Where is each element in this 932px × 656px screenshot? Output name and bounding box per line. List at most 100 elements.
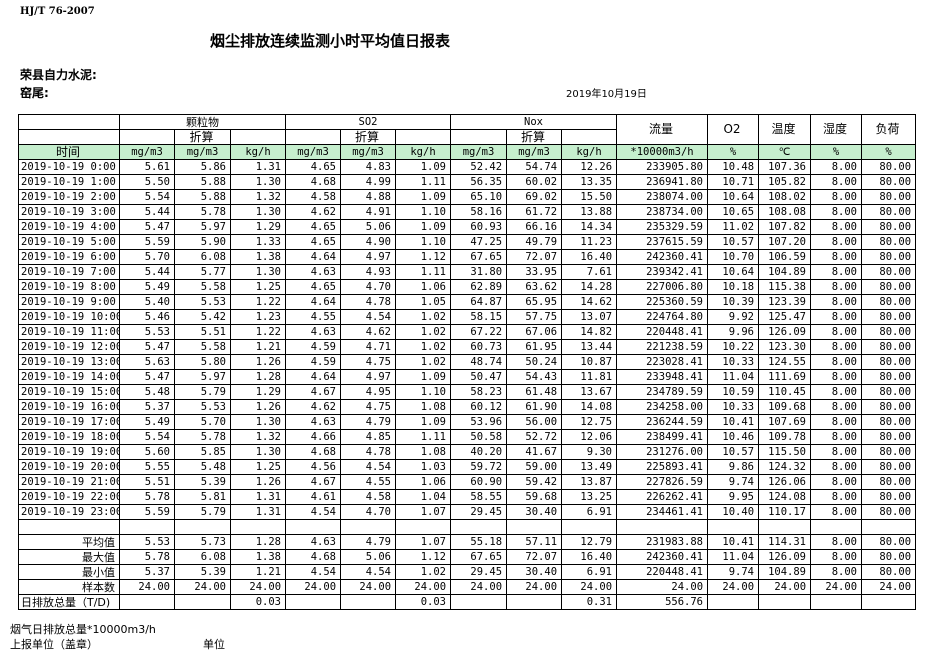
table-row: 2019-10-19 20:00 5.55 5.48 1.25 4.56 4.54 1.03…	[18, 459, 917, 475]
value-cell: 52.72	[506, 429, 563, 445]
value-cell: 12.75	[561, 414, 618, 430]
value-cell: 5.39	[174, 564, 231, 580]
value-cell: 4.65	[285, 219, 342, 235]
value-cell: 24.00	[340, 579, 397, 595]
value-cell: 24.00	[506, 579, 563, 595]
value-cell: 1.10	[395, 384, 452, 400]
value-cell: 1.07	[395, 504, 452, 520]
value-cell: 4.70	[340, 504, 397, 520]
value-cell: 14.82	[561, 324, 618, 340]
value-cell: 10.46	[707, 429, 760, 445]
value-cell: 126.06	[758, 474, 812, 490]
table-row: 2019-10-19 21:00 5.51 5.39 1.26 4.67 4.55 1.06…	[18, 474, 917, 490]
table-row: 2019-10-19 19:00 5.60 5.85 1.30 4.68 4.78 1.08…	[18, 444, 917, 460]
value-cell: 1.09	[395, 219, 452, 235]
value-cell: 10.59	[707, 384, 760, 400]
value-cell	[174, 594, 231, 610]
value-cell: 30.40	[506, 564, 563, 580]
value-cell: 60.12	[450, 399, 508, 415]
value-cell: 67.22	[450, 324, 508, 340]
value-cell: 24.00	[810, 579, 863, 595]
value-cell: 4.75	[340, 354, 397, 370]
table-row: 2019-10-19 2:00 5.54 5.88 1.32 4.58 4.88 1.09 6…	[18, 189, 917, 205]
value-cell: 10.71	[707, 174, 760, 190]
value-cell: 59.72	[450, 459, 508, 475]
value-cell: 10.18	[707, 279, 760, 295]
value-cell: 106.59	[758, 249, 812, 265]
value-cell: 8.00	[810, 174, 863, 190]
value-cell: 5.49	[119, 279, 175, 295]
value-cell: 4.68	[285, 444, 342, 460]
value-cell: 221238.59	[616, 339, 709, 355]
unit-cell: kg/h	[229, 144, 287, 160]
value-cell: 4.62	[285, 204, 342, 220]
value-cell: 61.72	[506, 204, 563, 220]
value-cell: 227006.80	[616, 279, 709, 295]
header-blank	[561, 129, 618, 145]
value-cell: 80.00	[861, 279, 917, 295]
value-cell: 5.46	[119, 309, 175, 325]
header-blank	[119, 129, 175, 145]
value-cell: 8.00	[810, 504, 863, 520]
value-cell: 11.23	[561, 234, 618, 250]
value-cell: 8.00	[810, 564, 863, 580]
value-cell: 1.04	[395, 489, 452, 505]
value-cell: 11.04	[707, 549, 760, 565]
header-blank	[229, 129, 287, 145]
value-cell: 5.37	[119, 399, 175, 415]
summary-row-label: 平均值	[18, 534, 120, 550]
daily-total-row: 日排放总量（T/D) 0.03 0.03 0.31 556.76	[18, 594, 917, 610]
unit-cell: mg/m3	[506, 144, 563, 160]
table-row-label: 2019-10-19 21:00	[18, 474, 120, 490]
header-time: 时间	[18, 144, 120, 160]
value-cell: 237615.59	[616, 234, 709, 250]
table-row: 2019-10-19 7:00 5.44 5.77 1.30 4.63 4.93 1.11 3…	[18, 264, 917, 280]
table-row-label: 2019-10-19 12:00	[18, 339, 120, 355]
value-cell: 4.79	[340, 534, 397, 550]
value-cell: 111.69	[758, 369, 812, 385]
value-cell: 52.42	[450, 159, 508, 175]
value-cell: 109.68	[758, 399, 812, 415]
value-cell: 126.09	[758, 549, 812, 565]
value-cell	[506, 594, 563, 610]
table-row-label: 2019-10-19 18:00	[18, 429, 120, 445]
value-cell: 105.82	[758, 174, 812, 190]
value-cell: 5.48	[119, 384, 175, 400]
value-cell: 236244.59	[616, 414, 709, 430]
value-cell: 58.23	[450, 384, 508, 400]
value-cell: 126.09	[758, 324, 812, 340]
value-cell: 24.00	[119, 579, 175, 595]
value-cell: 61.90	[506, 399, 563, 415]
unit-cell: %	[861, 144, 917, 160]
value-cell: 4.93	[340, 264, 397, 280]
value-cell: 124.55	[758, 354, 812, 370]
value-cell: 13.88	[561, 204, 618, 220]
value-cell: 4.54	[340, 459, 397, 475]
value-cell: 8.00	[810, 354, 863, 370]
value-cell: 6.08	[174, 549, 231, 565]
value-cell: 4.64	[285, 294, 342, 310]
empty-cell	[506, 519, 563, 535]
unit-cell: kg/h	[561, 144, 618, 160]
value-cell: 8.00	[810, 294, 863, 310]
value-cell: 1.26	[229, 354, 287, 370]
value-cell	[340, 594, 397, 610]
value-cell: 80.00	[861, 309, 917, 325]
value-cell	[285, 594, 342, 610]
value-cell: 10.41	[707, 414, 760, 430]
value-cell: 9.74	[707, 564, 760, 580]
value-cell: 5.37	[119, 564, 175, 580]
value-cell: 4.90	[340, 234, 397, 250]
value-cell: 80.00	[861, 189, 917, 205]
value-cell: 5.51	[174, 324, 231, 340]
value-cell: 4.58	[340, 489, 397, 505]
value-cell: 8.00	[810, 414, 863, 430]
value-cell: 11.81	[561, 369, 618, 385]
empty-cell	[229, 519, 287, 535]
value-cell: 5.58	[174, 279, 231, 295]
company-label: 荣县自力水泥:	[20, 68, 97, 82]
value-cell: 107.69	[758, 414, 812, 430]
header-o2: O2	[707, 114, 760, 145]
daily-total-row-label: 日排放总量（T/D)	[18, 594, 120, 610]
unit-cell: %	[707, 144, 760, 160]
